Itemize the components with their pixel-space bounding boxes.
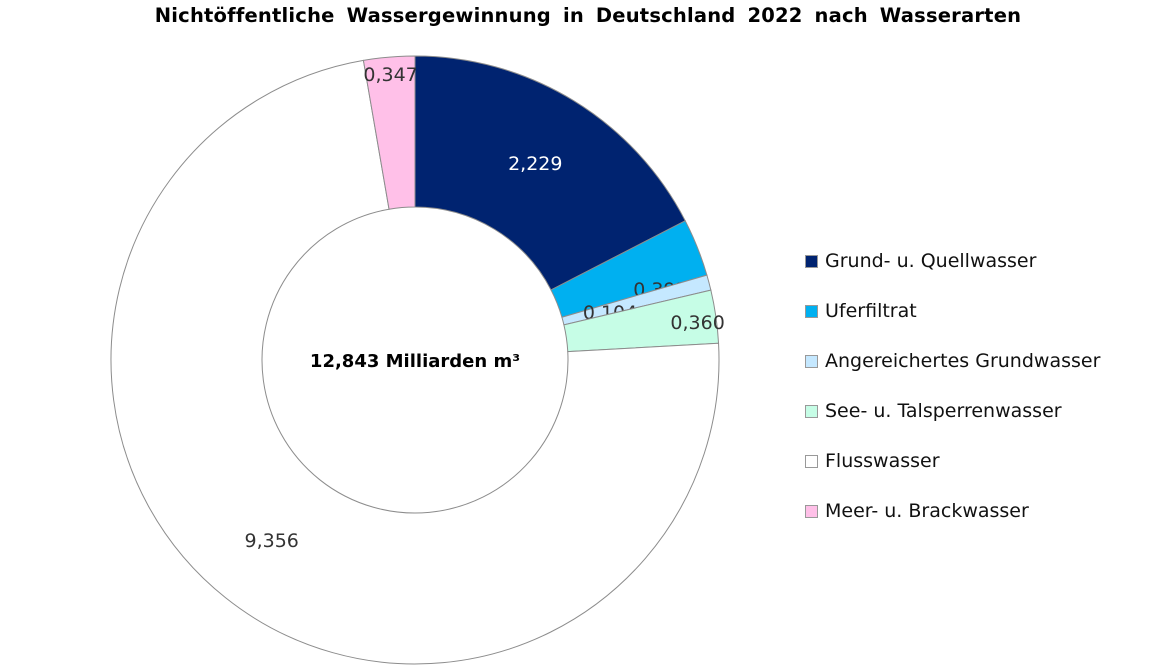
legend-item: See- u. Talsperrenwasser	[805, 386, 1100, 436]
slice-5	[110, 59, 720, 665]
legend-item: Grund- u. Quellwasser	[805, 236, 1100, 286]
slice-6	[362, 55, 416, 210]
data-label: 2,229	[508, 153, 562, 175]
legend-swatch	[805, 354, 818, 368]
legend-swatch	[805, 254, 818, 268]
legend-label: See- u. Talsperrenwasser	[825, 400, 1062, 422]
legend-item: Flusswasser	[805, 436, 1100, 486]
legend-label: Meer- u. Brackwasser	[825, 500, 1029, 522]
legend-swatch	[805, 304, 818, 318]
chart-title: Nichtöffentliche Wassergewinnung in Deut…	[154, 4, 1022, 27]
legend-item: Meer- u. Brackwasser	[805, 486, 1100, 536]
data-label: 0,347	[363, 64, 417, 86]
legend-item: Angereichertes Grundwasser	[805, 336, 1100, 386]
slice-1	[414, 55, 686, 291]
legend-swatch	[805, 454, 818, 468]
data-label: 0,360	[670, 312, 724, 334]
legend-swatch	[805, 404, 818, 418]
legend: Grund- u. Quellwasser Uferfiltrat Angereic…	[805, 236, 1100, 536]
legend-label: Angereichertes Grundwasser	[825, 350, 1101, 372]
legend-item: Uferfiltrat	[805, 286, 1100, 336]
legend-label: Uferfiltrat	[825, 300, 917, 322]
data-label: 9,356	[244, 530, 298, 552]
legend-label: Flusswasser	[825, 450, 940, 472]
legend-swatch	[805, 504, 818, 518]
center-total-label: 12,843 Milliarden m³	[310, 351, 520, 372]
legend-label: Grund- u. Quellwasser	[825, 250, 1037, 272]
